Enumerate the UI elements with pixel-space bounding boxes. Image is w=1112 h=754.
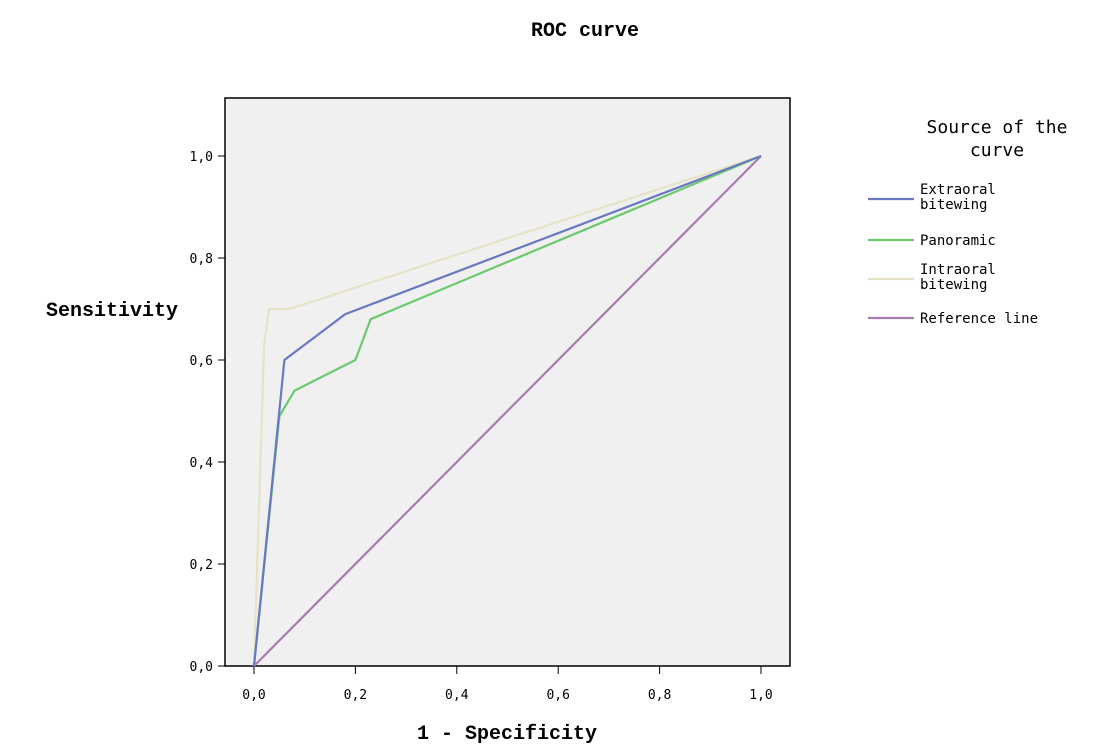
x-tick-label: 1,0 [749, 688, 772, 703]
legend-label: Reference line [920, 311, 1038, 327]
y-tick-label: 0,2 [190, 558, 213, 573]
series-line-intraoral-bitewing [252, 154, 762, 667]
legend-label: Extraoral bitewing [920, 182, 996, 213]
legend-label: Panoramic [920, 233, 996, 249]
y-tick-label: 0,8 [190, 252, 213, 267]
plot-area [224, 97, 791, 667]
x-axis-label: 1 - Specificity [417, 723, 597, 746]
legend-title: Source of the curve [927, 117, 1068, 161]
x-tick-label: 0,4 [445, 688, 469, 703]
legend: Source of the curve Extraoral bitewing Pano… [868, 117, 1067, 327]
legend-items: Extraoral bitewing Panoramic Intraoral bitew… [868, 182, 1038, 327]
y-tick-label: 0,0 [190, 660, 213, 675]
series-line-extraoral-bitewing [252, 154, 762, 667]
series-lines [252, 154, 762, 667]
x-tick-label: 0,8 [648, 688, 671, 703]
series-line-reference-line [253, 155, 762, 667]
y-tick-label: 1,0 [190, 150, 213, 165]
x-tick-label: 0,0 [242, 688, 265, 703]
x-axis-ticks: 0,0 0,2 0,4 0,6 0,8 1,0 [242, 666, 773, 703]
legend-label: Intraoral bitewing [920, 262, 996, 293]
y-axis-ticks: 0,0 0,2 0,4 0,6 0,8 1,0 [190, 150, 225, 675]
x-tick-label: 0,6 [546, 688, 569, 703]
y-axis-label: Sensitivity [46, 300, 178, 323]
y-tick-label: 0,4 [190, 456, 214, 471]
x-tick-label: 0,2 [344, 688, 367, 703]
chart-title: ROC curve [531, 20, 639, 43]
y-tick-label: 0,6 [190, 354, 213, 369]
